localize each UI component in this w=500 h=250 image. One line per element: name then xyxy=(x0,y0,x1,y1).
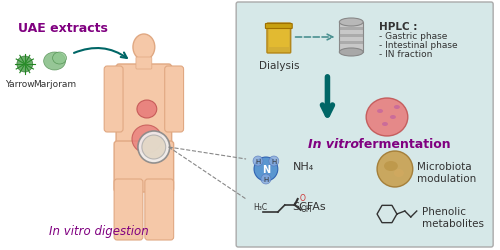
Text: In vitro digestion: In vitro digestion xyxy=(50,224,149,237)
Text: HPLC :: HPLC : xyxy=(379,22,418,32)
Text: H: H xyxy=(256,158,260,164)
Ellipse shape xyxy=(390,116,396,119)
Ellipse shape xyxy=(394,169,404,177)
Text: - Gastric phase: - Gastric phase xyxy=(379,32,448,41)
Circle shape xyxy=(254,157,278,181)
FancyBboxPatch shape xyxy=(267,24,290,54)
Ellipse shape xyxy=(382,122,388,126)
Text: O: O xyxy=(300,194,306,203)
Ellipse shape xyxy=(377,110,383,114)
FancyBboxPatch shape xyxy=(266,24,292,29)
Text: - Intestinal phase: - Intestinal phase xyxy=(379,41,458,50)
Text: - IN fraction: - IN fraction xyxy=(379,50,432,59)
Ellipse shape xyxy=(366,98,408,136)
Text: NH₄: NH₄ xyxy=(292,161,314,171)
FancyBboxPatch shape xyxy=(340,42,363,45)
Ellipse shape xyxy=(137,100,157,118)
Text: In vitro: In vitro xyxy=(308,138,358,150)
FancyBboxPatch shape xyxy=(340,35,363,38)
Text: H: H xyxy=(264,176,268,182)
FancyBboxPatch shape xyxy=(104,67,123,132)
Ellipse shape xyxy=(394,106,400,110)
FancyBboxPatch shape xyxy=(145,179,174,240)
Ellipse shape xyxy=(340,49,363,57)
Text: N: N xyxy=(262,164,270,174)
Text: UAE extracts: UAE extracts xyxy=(18,22,108,35)
Text: OH: OH xyxy=(300,205,312,214)
Text: H: H xyxy=(271,158,276,164)
Text: Microbiota
modulation: Microbiota modulation xyxy=(416,161,476,183)
Ellipse shape xyxy=(340,19,363,27)
FancyBboxPatch shape xyxy=(114,179,143,240)
Ellipse shape xyxy=(132,126,162,154)
Text: Dialysis: Dialysis xyxy=(258,61,299,71)
Circle shape xyxy=(17,57,32,73)
FancyBboxPatch shape xyxy=(116,65,172,150)
Ellipse shape xyxy=(384,161,398,171)
Text: SCFAs: SCFAs xyxy=(292,201,326,211)
Circle shape xyxy=(253,156,263,166)
Text: fermentation: fermentation xyxy=(354,138,451,150)
Text: H₃C: H₃C xyxy=(253,203,267,212)
Circle shape xyxy=(142,136,166,159)
Text: Yarrow: Yarrow xyxy=(5,80,34,89)
FancyBboxPatch shape xyxy=(236,3,493,247)
Circle shape xyxy=(138,132,170,163)
Circle shape xyxy=(269,156,279,166)
FancyBboxPatch shape xyxy=(114,142,174,192)
Ellipse shape xyxy=(133,35,155,61)
Text: Marjoram: Marjoram xyxy=(33,80,76,89)
Circle shape xyxy=(377,152,413,187)
FancyBboxPatch shape xyxy=(136,58,152,70)
FancyBboxPatch shape xyxy=(340,28,363,31)
FancyBboxPatch shape xyxy=(269,26,288,48)
Text: Phenolic
metabolites: Phenolic metabolites xyxy=(422,206,484,228)
FancyBboxPatch shape xyxy=(340,23,363,53)
FancyBboxPatch shape xyxy=(164,67,184,132)
Ellipse shape xyxy=(52,53,66,65)
Ellipse shape xyxy=(44,53,66,71)
Circle shape xyxy=(261,174,271,184)
